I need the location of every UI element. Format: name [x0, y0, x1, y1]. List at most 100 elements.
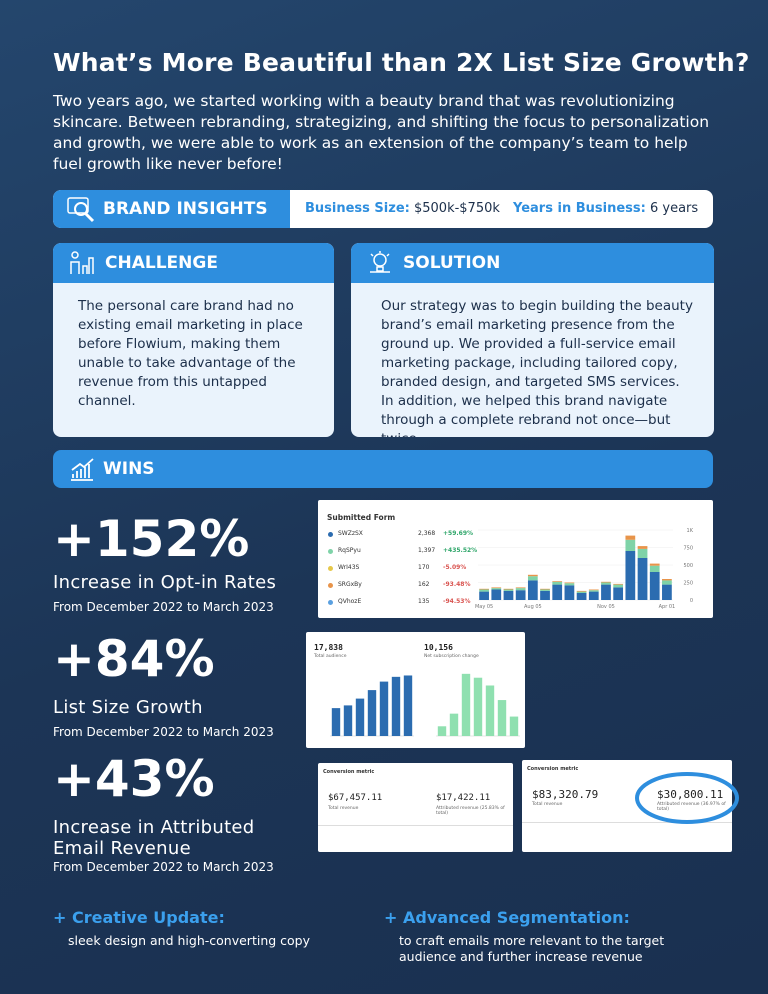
row-change: +59.69%: [443, 530, 474, 537]
bar: [485, 685, 495, 736]
row-change: -5.09%: [443, 564, 467, 571]
row-change: +435.52%: [443, 547, 478, 554]
row-count: 2,368: [418, 530, 436, 537]
stat-period: From December 2022 to March 2023: [53, 860, 274, 874]
stat-value: +152%: [53, 510, 250, 568]
stat-label: Increase in Opt-in Rates: [53, 572, 277, 593]
audience-chart: [330, 675, 414, 737]
stat-value: +84%: [53, 630, 215, 688]
stat-period: From December 2022 to March 2023: [53, 725, 274, 739]
x-tick-label: Apr 01: [659, 604, 676, 610]
attributed-revenue: $30,800.11: [657, 788, 724, 801]
bar: [497, 700, 507, 736]
highlight-ellipse: [635, 772, 739, 824]
bar-segment: [637, 548, 648, 558]
bar-segment: [576, 591, 587, 593]
bar-segment: [601, 584, 611, 600]
screenshot-revenue-a: Conversion metric $67,457.11 Total reven…: [318, 763, 513, 852]
bar-segment: [625, 535, 636, 540]
bar: [367, 690, 377, 736]
bar-segment: [564, 585, 575, 600]
bar-segment: [588, 589, 599, 591]
row-name: SRGxBy: [338, 581, 362, 588]
metric-title: Conversion metric: [527, 766, 579, 772]
icon: [370, 251, 390, 273]
bar-segment: [662, 584, 672, 600]
bar-segment: [540, 590, 550, 600]
total-revenue-label: Total revenue: [328, 806, 359, 811]
y-tick-label: 500: [683, 563, 693, 569]
bar: [403, 675, 413, 736]
stat-label: List Size Growth: [53, 697, 203, 718]
page-title: What’s More Beautiful than 2X List Size …: [53, 48, 750, 77]
attributed-revenue-label: Attributed revenue (25.83% of total): [436, 806, 505, 816]
x-tick-label: May 05: [475, 604, 493, 610]
row-change: -94.53%: [443, 598, 471, 605]
total-revenue: $83,320.79: [532, 788, 599, 801]
bar: [473, 677, 483, 736]
bar-segment: [588, 591, 599, 600]
x-tick-label: Nov 05: [597, 604, 615, 610]
highlight-text: sleek design and high-converting copy: [68, 933, 310, 948]
solution-head: SOLUTION: [351, 243, 714, 283]
years-label: Years in Business:: [513, 201, 646, 216]
bar-segment: [491, 589, 502, 600]
bar: [509, 716, 519, 736]
bar: [331, 708, 341, 736]
bar-segment: [491, 587, 502, 589]
highlight-title: + Creative Update:: [53, 908, 225, 927]
x-tick-label: Aug 05: [524, 604, 542, 610]
audience-net-label: Net subscription change: [424, 654, 479, 659]
divider: [318, 825, 513, 826]
bar-segment: [649, 572, 660, 600]
row-count: 162: [418, 581, 430, 588]
bar-segment: [662, 580, 672, 585]
bar-segment: [552, 584, 563, 600]
business-size: Business Size: $500k-$750k: [305, 201, 500, 216]
icon: [71, 458, 94, 481]
bar-segment: [662, 579, 672, 581]
bar-segment: [552, 581, 563, 585]
bar-segment: [637, 558, 648, 600]
bar-segment: [613, 583, 624, 585]
row-name: QVhozE: [338, 598, 362, 605]
screenshot-revenue-b: Conversion metric $83,320.79 Total reven…: [522, 760, 732, 852]
bar-segment: [552, 581, 563, 582]
row-dot: [328, 600, 333, 605]
challenge-head: CHALLENGE: [53, 243, 334, 283]
bar-segment: [515, 588, 526, 591]
intro: Two years ago, we started working with a…: [53, 92, 710, 173]
metric-title: Conversion metric: [323, 769, 375, 775]
bar-segment: [503, 588, 514, 590]
bar-segment: [540, 588, 550, 590]
bar-segment: [649, 563, 660, 566]
bar-segment: [564, 583, 575, 586]
bar-segment: [613, 584, 624, 588]
solution-title: SOLUTION: [403, 253, 501, 273]
y-tick-label: 0: [690, 598, 693, 604]
bar-segment: [540, 589, 550, 591]
solution-text: Our strategy was to begin building the b…: [381, 298, 693, 437]
bar-segment: [479, 589, 489, 592]
audience-net: 10,156: [424, 643, 453, 652]
bar-segment: [515, 587, 526, 589]
bar-segment: [527, 576, 538, 581]
audience-total: 17,838: [314, 643, 343, 652]
attributed-revenue-label: Attributed revenue (36.97% of total): [657, 802, 726, 812]
bar: [391, 676, 401, 736]
bar: [343, 705, 353, 736]
bar: [461, 673, 471, 736]
bar-segment: [625, 539, 636, 551]
stat-value: +43%: [53, 750, 215, 808]
attributed-revenue: $17,422.11: [436, 793, 491, 803]
bar-segment: [576, 590, 587, 592]
bar-segment: [503, 590, 514, 600]
bar-segment: [503, 589, 514, 591]
icon: [70, 251, 94, 274]
row-count: 1,397: [418, 547, 436, 554]
screenshot-form: Submitted Form SWZzSX 2,368 +59.69% RqSPyu 1…: [318, 500, 713, 618]
business-size-label: Business Size:: [305, 201, 410, 216]
years-value: 6 years: [649, 201, 699, 216]
row-dot: [328, 532, 333, 537]
